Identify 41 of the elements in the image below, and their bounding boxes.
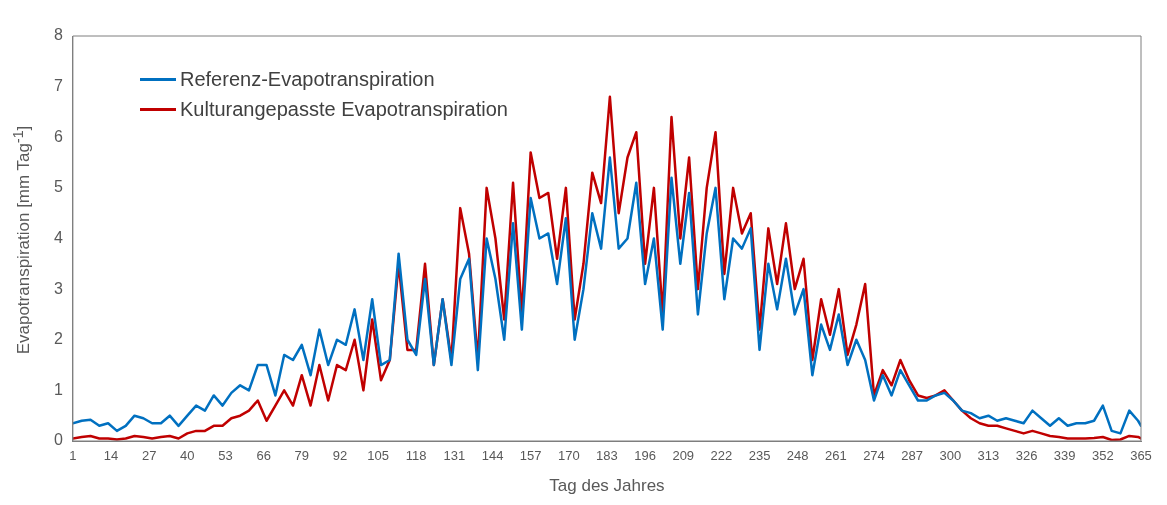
x-tick-label: 157 [519,448,542,464]
x-tick-label: 235 [748,448,771,464]
x-tick-label: 1 [69,448,77,464]
x-tick-label: 261 [824,448,847,464]
x-tick-label: 14 [103,448,119,464]
y-tick-label: 8 [53,26,63,44]
x-tick-label: 274 [863,448,885,464]
y-tick-label: 2 [53,330,63,348]
x-tick-label: 313 [977,448,1000,464]
x-tick-label: 339 [1053,448,1076,464]
legend-label: Kulturangepasste Evapotranspiration [180,97,508,121]
y-tick-label: 1 [53,380,63,398]
x-tick-label: 196 [634,448,656,464]
x-tick-label: 248 [786,448,809,464]
x-tick-label: 144 [481,448,504,464]
x-tick-label: 66 [256,448,271,464]
x-tick-label: 92 [332,448,348,464]
x-tick-label: 300 [939,448,962,464]
x-tick-label: 365 [1130,448,1152,464]
x-tick-label: 170 [557,448,580,464]
x-tick-label: 131 [443,448,466,464]
x-tick-label: 352 [1092,448,1114,464]
y-tick-label: 6 [53,127,63,145]
y-tick-label: 3 [53,279,63,297]
x-tick-label: 326 [1015,448,1038,464]
x-tick-label: 287 [901,448,923,464]
y-tick-label: 4 [53,228,63,246]
y-tick-label: 0 [53,431,63,449]
x-tick-label: 118 [405,448,427,464]
x-axis-title: Tag des Jahres [549,476,665,496]
x-tick-label: 105 [367,448,389,464]
y-tick-label: 7 [53,77,63,95]
x-tick-label: 222 [710,448,733,464]
x-tick-label: 53 [218,448,233,464]
legend-label: Referenz-Evapotranspiration [180,67,435,91]
x-tick-label: 183 [596,448,618,464]
x-tick-label: 27 [141,448,157,464]
x-tick-label: 79 [294,448,310,464]
x-tick-label: 40 [180,448,195,464]
x-tick-label: 209 [672,448,695,464]
y-tick-label: 5 [53,178,63,196]
